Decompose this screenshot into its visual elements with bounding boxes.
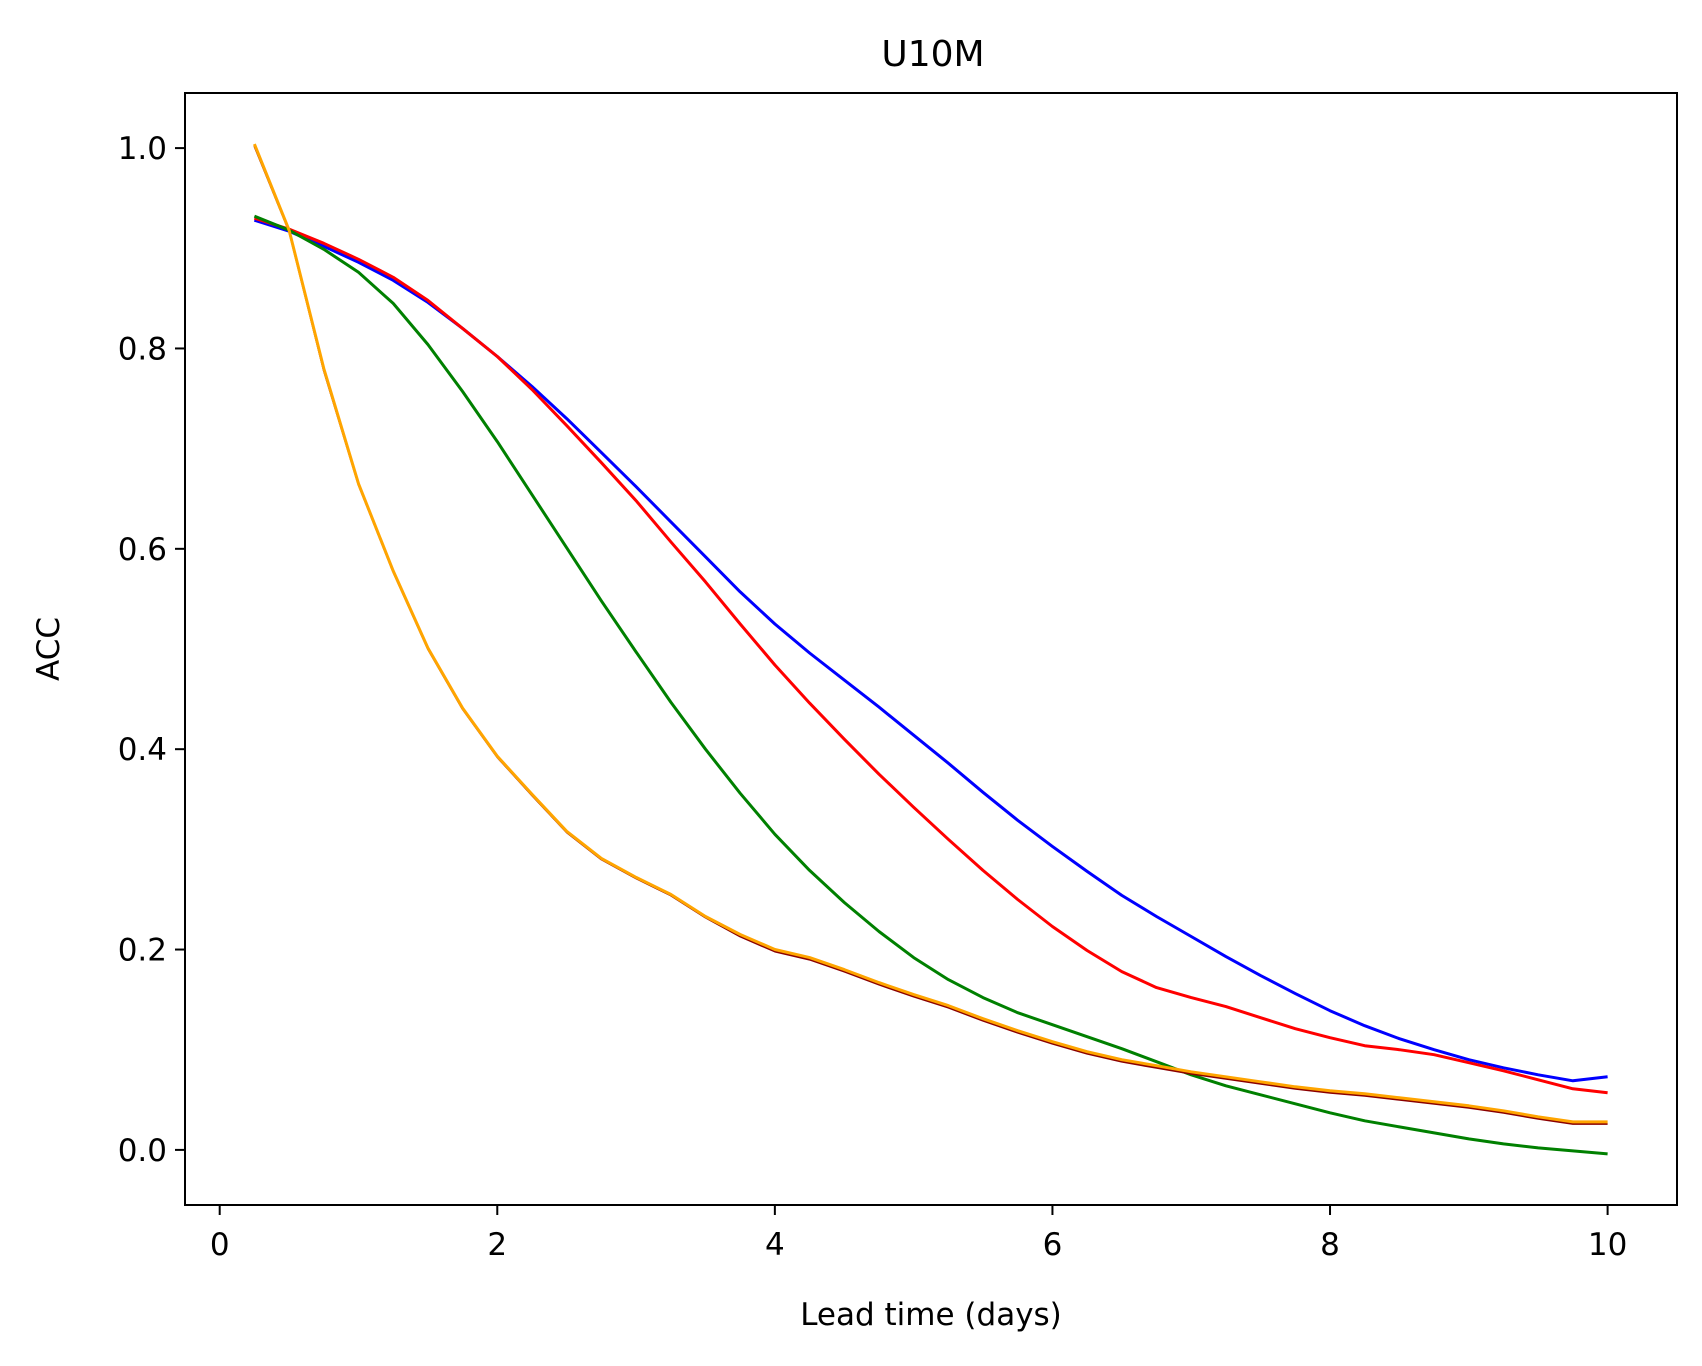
x-tick-label: 2 [487,1227,507,1263]
y-tick-label: 1.0 [118,131,167,167]
y-tick-label: 0.4 [118,732,167,768]
x-tick-label: 8 [1320,1227,1340,1263]
x-tick-label: 6 [1043,1227,1063,1263]
y-tick-label: 0.8 [118,331,167,367]
plot-frame [184,92,1678,1206]
x-tick-label: 0 [210,1227,230,1263]
series-layer [253,143,1608,1156]
y-axis-label: ACC [31,617,67,681]
y-axis-ticks: 0.0 0.2 0.4 0.6 0.8 1.0 [118,131,185,1169]
series-line-4 [253,145,1608,1125]
y-tick-label: 0.0 [118,1133,167,1169]
series-line-2 [253,216,1608,1095]
x-tick-label: 4 [765,1227,785,1263]
series-line-3 [253,214,1608,1156]
series-line-5 [253,143,1608,1124]
x-axis-ticks: 0 2 4 6 8 10 [210,1205,1627,1263]
x-axis-label: Lead time (days) [800,1297,1062,1333]
series-line-1 [253,218,1608,1083]
y-tick-label: 0.6 [118,532,167,568]
chart-title: U10M [881,34,984,75]
x-tick-label: 10 [1588,1227,1627,1263]
y-tick-label: 0.2 [118,933,167,969]
